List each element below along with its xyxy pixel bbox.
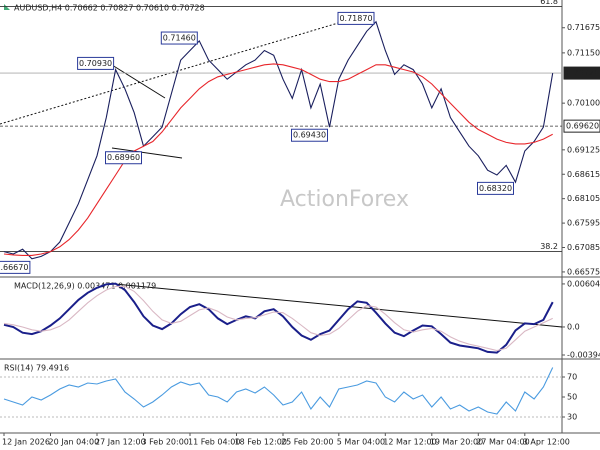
level-label: 38.2 bbox=[540, 242, 558, 251]
y-tick-label: 0.68105 bbox=[567, 194, 600, 203]
x-tick-label: 20 Jan 04:00 bbox=[49, 438, 100, 447]
y-tick-label: 0.006048 bbox=[567, 279, 600, 288]
y-tick-label: 70 bbox=[567, 373, 577, 382]
annotation-box bbox=[291, 128, 328, 142]
y-tick-label: 0.68615 bbox=[567, 170, 600, 179]
y-tick-label: 0.67595 bbox=[567, 219, 600, 228]
chart-title: AUDUSD,H4 0.70662 0.70827 0.70610 0.7072… bbox=[14, 4, 205, 13]
rsi-title: RSI(14) 79.4916 bbox=[4, 364, 69, 373]
series-line bbox=[3, 285, 553, 352]
y-tick-label: 50 bbox=[567, 393, 577, 402]
x-tick-label: 5 Mar 04:00 bbox=[337, 438, 385, 447]
macd-trend-line bbox=[114, 283, 563, 328]
y-tick-label: 0.71675 bbox=[567, 23, 600, 32]
x-tick-label: 19 Mar 20:00 bbox=[430, 438, 483, 447]
x-tick-label: 3 Feb 20:00 bbox=[142, 438, 189, 447]
watermark: ActionForex bbox=[280, 187, 409, 212]
trend-line bbox=[0, 11, 376, 125]
series-line bbox=[3, 20, 554, 260]
annotation-box bbox=[477, 181, 514, 195]
price-label-box bbox=[563, 119, 600, 133]
y-tick-label: -0.00394 bbox=[567, 351, 600, 360]
annotation-label: 0.68960 bbox=[107, 153, 140, 162]
annotation-box bbox=[0, 260, 31, 274]
x-tick-label: 12 Mar 12:00 bbox=[383, 438, 436, 447]
x-tick-label: 18 Feb 12:00 bbox=[235, 438, 287, 447]
symbol-icon bbox=[4, 4, 10, 10]
annotation-box bbox=[160, 31, 198, 45]
price-label: 0.69620 bbox=[566, 122, 599, 131]
x-tick-label: 25 Feb 20:00 bbox=[281, 438, 333, 447]
x-tick-label: 27 Mar 04:00 bbox=[476, 438, 529, 447]
price-label: 0.70728 bbox=[566, 69, 599, 78]
series-line bbox=[3, 63, 553, 256]
y-tick-label: 0.66575 bbox=[567, 267, 600, 276]
annotation-label: 0.68320 bbox=[479, 184, 512, 193]
y-tick-label: 0.70100 bbox=[567, 99, 600, 108]
annotation-label: 0.69430 bbox=[293, 131, 326, 140]
level-label: 61.8 bbox=[540, 0, 558, 6]
y-tick-label: 0.71150 bbox=[567, 48, 600, 57]
annotation-box bbox=[77, 56, 115, 70]
annotation-label: 0.71870 bbox=[339, 14, 372, 23]
trend-line bbox=[111, 64, 166, 99]
series-line bbox=[3, 367, 554, 415]
macd-title: MACD(12,26,9) 0.003471 0.001179 bbox=[14, 282, 156, 291]
x-tick-label: 11 Feb 04:00 bbox=[188, 438, 240, 447]
annotation-box bbox=[105, 151, 142, 165]
y-tick-label: 0.69125 bbox=[567, 145, 600, 154]
annotation-label: 0.71460 bbox=[163, 34, 196, 43]
y-tick-label: 30 bbox=[567, 413, 577, 422]
annotation-label: 0.66670 bbox=[0, 263, 28, 272]
y-tick-label: 0.0 bbox=[567, 322, 580, 331]
x-tick-label: 27 Jan 12:00 bbox=[95, 438, 146, 447]
y-tick-label: 0.67085 bbox=[567, 243, 600, 252]
price-label-box bbox=[563, 66, 600, 80]
trend-line bbox=[111, 147, 183, 159]
x-tick-label: 3 Apr 12:00 bbox=[523, 438, 570, 447]
x-tick-label: 12 Jan 2026 bbox=[2, 438, 50, 447]
annotation-label: 0.70930 bbox=[79, 59, 112, 68]
annotation-box bbox=[337, 11, 375, 25]
